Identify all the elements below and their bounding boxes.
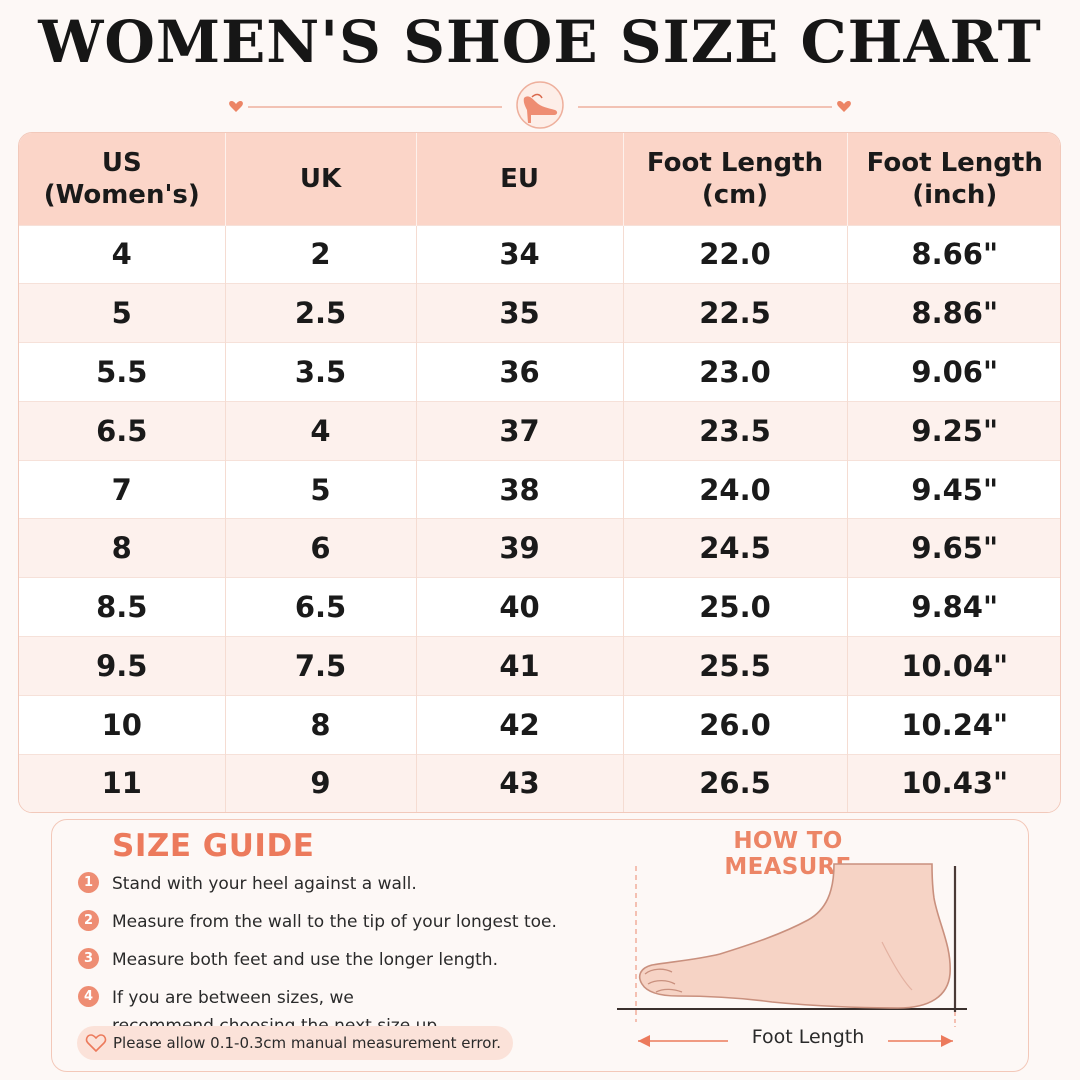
cell-inch: 9.45": [911, 472, 999, 507]
cell-uk: 4: [225, 401, 417, 461]
size-guide-steps: 1 Stand with your heel against a wall. 2…: [78, 870, 618, 1050]
header-foot-length-inch: Foot Length (inch): [866, 147, 1043, 210]
cell-cm: 23.5: [623, 401, 848, 461]
heart-icon: [837, 100, 851, 112]
cell-uk: 8: [225, 695, 417, 755]
step-number-badge: 4: [78, 986, 99, 1007]
table-row: 5 2.5 35 22.5 8.86": [19, 283, 1060, 343]
step-number-badge: 1: [78, 872, 99, 893]
note-text: Please allow 0.1-0.3cm manual measuremen…: [113, 1034, 502, 1052]
cell-cm: 26.5: [623, 754, 848, 812]
foot-illustration: [617, 863, 967, 1047]
cell-uk: 3.5: [225, 342, 417, 402]
cell-eu: 37: [416, 401, 624, 461]
cell-cm: 24.5: [623, 518, 848, 578]
list-item: 3 Measure both feet and use the longer l…: [78, 946, 618, 974]
cell-inch: 9.06": [911, 354, 999, 389]
cell-uk: 6.5: [225, 577, 417, 637]
cell-inch: 9.65": [911, 531, 999, 566]
size-guide-title: SIZE GUIDE: [112, 828, 315, 864]
cell-eu: 42: [416, 695, 624, 755]
cell-us: 5.5: [19, 342, 226, 402]
cell-inch: 9.84": [911, 590, 999, 625]
cell-uk: 2.5: [225, 283, 417, 343]
cell-us: 5: [19, 283, 226, 343]
page-title: WOMEN'S SHOE SIZE CHART: [38, 8, 1042, 76]
how-to-measure-title: HOW TO MEASURE: [724, 828, 852, 880]
step-number-badge: 2: [78, 910, 99, 931]
title-divider: [229, 81, 851, 129]
cell-uk: 6: [225, 518, 417, 578]
cell-inch: 9.25": [911, 413, 999, 448]
step-text: Measure both feet and use the longer len…: [112, 950, 498, 970]
cell-cm: 22.0: [623, 225, 848, 284]
cell-eu: 36: [416, 342, 624, 402]
table-row: 9.5 7.5 41 25.5 10.04": [19, 636, 1060, 696]
cell-uk: 2: [225, 225, 417, 284]
cell-us: 8.5: [19, 577, 226, 637]
cell-cm: 25.5: [623, 636, 848, 696]
cell-eu: 35: [416, 283, 624, 343]
heart-icon: [229, 100, 243, 112]
cell-cm: 25.0: [623, 577, 848, 637]
heart-icon: [85, 1034, 107, 1053]
table-row: 11 9 43 26.5 10.43": [19, 754, 1060, 812]
list-item: 2 Measure from the wall to the tip of yo…: [78, 908, 618, 936]
cell-cm: 24.0: [623, 460, 848, 519]
cell-uk: 9: [225, 754, 417, 812]
cell-cm: 26.0: [623, 695, 848, 755]
cell-eu: 43: [416, 754, 624, 812]
cell-eu: 38: [416, 460, 624, 519]
table-row: 8.5 6.5 40 25.0 9.84": [19, 577, 1060, 637]
size-table: US (Women's) UK EU Foot Length (cm) Foot L…: [18, 132, 1061, 813]
cell-uk: 7.5: [225, 636, 417, 696]
cell-inch: 8.86": [911, 296, 999, 331]
step-text: Measure from the wall to the tip of your…: [112, 912, 557, 932]
cell-eu: 40: [416, 577, 624, 637]
cell-us: 8: [19, 518, 226, 578]
cell-eu: 34: [416, 225, 624, 284]
measurement-error-note: Please allow 0.1-0.3cm manual measuremen…: [77, 1026, 514, 1060]
table-row: 4 2 34 22.0 8.66": [19, 225, 1060, 284]
table-row: 10 8 42 26.0 10.24": [19, 695, 1060, 755]
cell-us: 10: [19, 695, 226, 755]
table-row: 6.5 4 37 23.5 9.25": [19, 401, 1060, 461]
header-eu: EU: [416, 133, 624, 225]
table-header-row: US (Women's) UK EU Foot Length (cm) Foot L…: [19, 133, 1060, 225]
list-item: 1 Stand with your heel against a wall.: [78, 870, 618, 898]
header-uk: UK: [225, 133, 417, 225]
header-us: US (Women's): [19, 133, 226, 225]
step-number-badge: 3: [78, 948, 99, 969]
table-row: 7 5 38 24.0 9.45": [19, 460, 1060, 519]
foot-length-label: Foot Length: [728, 1026, 888, 1048]
cell-inch: 10.04": [901, 648, 1009, 683]
cell-us: 4: [19, 225, 226, 284]
step-text: Stand with your heel against a wall.: [112, 874, 417, 894]
cell-eu: 39: [416, 518, 624, 578]
cell-us: 7: [19, 460, 226, 519]
cell-inch: 8.66": [911, 237, 999, 272]
high-heel-shoe-icon: [516, 81, 564, 129]
cell-inch: 10.43": [901, 766, 1009, 801]
cell-cm: 23.0: [623, 342, 848, 402]
header-foot-length-cm: Foot Length (cm): [623, 133, 848, 225]
cell-eu: 41: [416, 636, 624, 696]
size-guide-panel: SIZE GUIDE 1 Stand with your heel agains…: [51, 819, 1029, 1072]
table-row: 8 6 39 24.5 9.65": [19, 518, 1060, 578]
cell-us: 9.5: [19, 636, 226, 696]
cell-us: 11: [19, 754, 226, 812]
cell-inch: 10.24": [901, 707, 1009, 742]
cell-us: 6.5: [19, 401, 226, 461]
cell-cm: 22.5: [623, 283, 848, 343]
cell-uk: 5: [225, 460, 417, 519]
table-row: 5.5 3.5 36 23.0 9.06": [19, 342, 1060, 402]
